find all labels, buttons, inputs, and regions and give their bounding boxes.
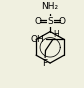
Text: O: O (58, 17, 65, 26)
Text: NH₂: NH₂ (42, 2, 59, 11)
Text: H: H (54, 30, 59, 39)
Text: OH: OH (30, 35, 44, 44)
Text: S: S (47, 17, 53, 26)
Text: F: F (43, 59, 48, 68)
Text: O: O (35, 17, 42, 26)
